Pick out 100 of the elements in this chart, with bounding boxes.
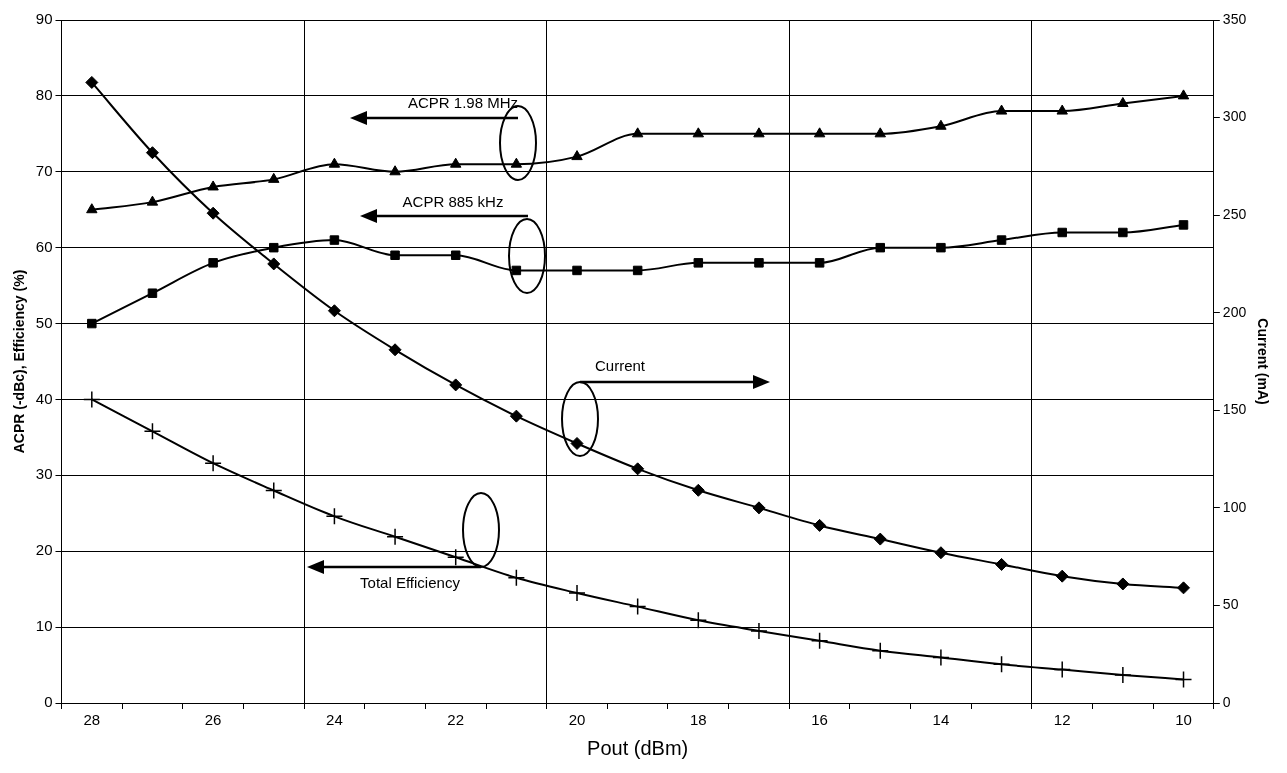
annotation: Current	[594, 356, 646, 374]
y2-tick-label: 350	[1222, 10, 1247, 27]
point	[814, 258, 825, 268]
point	[206, 206, 220, 220]
point	[329, 235, 340, 245]
point	[146, 195, 159, 206]
point	[932, 648, 950, 667]
point	[507, 569, 526, 587]
y2-axis-title: Current (mA)	[1254, 318, 1271, 405]
point	[268, 172, 280, 183]
point	[328, 157, 341, 168]
point	[992, 655, 1011, 674]
point	[267, 257, 281, 271]
y2-tick-label: 50	[1222, 596, 1239, 613]
point	[327, 304, 341, 318]
point	[754, 258, 764, 268]
point	[1177, 581, 1191, 595]
point	[446, 548, 465, 567]
point	[572, 265, 582, 276]
point	[145, 146, 159, 160]
point	[628, 597, 647, 616]
point	[83, 390, 101, 409]
point	[570, 436, 584, 450]
point	[632, 265, 643, 276]
point	[995, 104, 1008, 115]
point	[1178, 220, 1189, 230]
point	[511, 265, 522, 276]
point	[631, 462, 645, 476]
annotation: ACPR 1.98 MHz	[407, 93, 519, 111]
point	[85, 75, 99, 89]
y2-tick-label: 250	[1222, 206, 1247, 222]
x-tick-label: 22	[447, 711, 465, 729]
point	[86, 203, 98, 214]
point	[934, 546, 948, 560]
x-axis-title: Pout (dBm)	[587, 736, 689, 759]
point	[813, 518, 827, 532]
point	[388, 343, 402, 357]
x-tick-label: 24	[326, 711, 343, 729]
x-tick-label: 20	[568, 711, 586, 729]
point	[269, 242, 279, 253]
point	[571, 150, 583, 161]
y-tick-label: 30	[35, 465, 53, 483]
point	[1177, 89, 1190, 100]
y-tick-label: 40	[35, 389, 53, 407]
point	[813, 127, 826, 138]
y2-tick-label: 150	[1222, 401, 1247, 418]
y2-tick-label: 200	[1222, 303, 1247, 320]
point	[1117, 96, 1129, 107]
point	[873, 532, 887, 546]
point	[510, 157, 523, 168]
y2-tick-label: 300	[1222, 108, 1247, 125]
y-tick-label: 80	[35, 86, 53, 104]
point	[1056, 104, 1068, 115]
x-tick-label: 26	[204, 711, 222, 729]
point	[753, 127, 765, 138]
point	[1174, 670, 1193, 689]
point	[450, 157, 462, 168]
point	[689, 611, 708, 630]
point	[143, 422, 162, 441]
point	[204, 454, 222, 472]
point	[449, 378, 463, 392]
point	[325, 507, 344, 526]
point	[691, 483, 705, 497]
point	[509, 409, 523, 423]
point	[871, 641, 890, 660]
y-tick-label: 10	[35, 617, 53, 635]
point	[1116, 577, 1130, 591]
y-tick-label: 50	[35, 313, 53, 331]
point	[389, 165, 401, 176]
annotation: ACPR 885 kHz	[402, 192, 504, 210]
x-tick-label: 14	[932, 711, 950, 729]
point	[996, 235, 1007, 245]
point	[631, 127, 644, 138]
point	[1055, 569, 1069, 583]
x-tick-label: 28	[83, 711, 101, 729]
point	[265, 481, 283, 500]
y-tick-label: 60	[35, 237, 53, 255]
point	[752, 501, 766, 515]
point	[1053, 660, 1071, 679]
point	[1057, 227, 1067, 238]
point	[810, 632, 829, 650]
y2-tick-label: 100	[1222, 498, 1247, 515]
point	[935, 119, 947, 130]
y-tick-label: 20	[35, 541, 53, 559]
x-tick-label: 16	[811, 711, 828, 729]
x-tick-label: 18	[689, 711, 707, 729]
point	[386, 528, 404, 546]
y2-tick-label: 0	[1222, 693, 1231, 710]
y-tick-label: 90	[35, 10, 53, 28]
y-tick-label: 70	[35, 161, 53, 179]
y-axis-title: ACPR (-dBc), Efficiency (%)	[11, 269, 28, 454]
x-tick-label: 10	[1175, 711, 1192, 729]
point	[207, 180, 219, 191]
point	[693, 258, 704, 268]
point	[995, 557, 1009, 571]
point	[936, 242, 946, 253]
point	[692, 127, 705, 138]
point	[568, 584, 586, 602]
point	[875, 242, 886, 253]
point	[87, 318, 97, 329]
